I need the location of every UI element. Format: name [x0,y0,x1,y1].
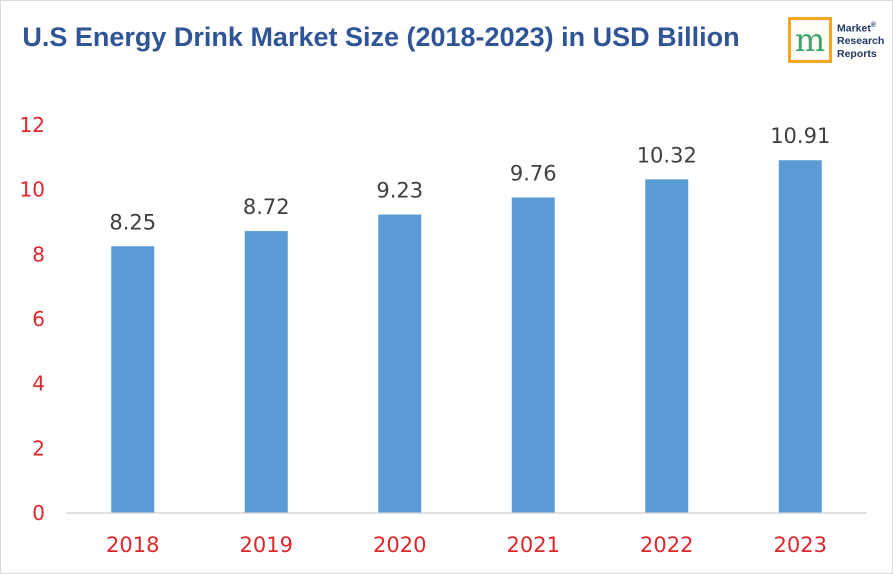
x-tick-label-2019: 2019 [240,533,293,557]
data-label-2021: 9.76 [510,161,557,185]
logo-line-3: Reports [837,47,877,60]
x-tick-label-2023: 2023 [774,533,827,557]
logo-letter: m [794,21,826,59]
data-label-2022: 10.32 [637,143,697,167]
y-tick-label: 10 [20,178,45,202]
data-label-2019: 8.72 [243,195,290,219]
y-tick-label: 2 [32,436,45,460]
bar-2021 [511,197,555,513]
bar-2019 [244,231,288,513]
logo-line-1: Market® [837,22,877,35]
bar-2018 [111,246,155,513]
y-tick-label: 6 [32,307,45,331]
y-tick-label: 8 [32,242,45,266]
data-label-2023: 10.91 [770,124,830,148]
y-tick-label: 12 [20,113,45,137]
bar-2023 [778,160,822,513]
bar-2020 [378,214,422,513]
y-tick-label: 0 [32,501,45,525]
bar-2022 [645,179,689,513]
x-tick-label-2020: 2020 [373,533,426,557]
data-label-2020: 9.23 [376,179,423,203]
logo-line-2: Research [837,35,885,47]
data-label-2018: 8.25 [109,210,156,234]
chart-title: U.S Energy Drink Market Size (2018-2023)… [22,22,740,52]
market-research-reports-logo: m Market® Research Reports [788,17,888,67]
x-tick-label-2021: 2021 [507,533,560,557]
x-tick-label-2022: 2022 [640,533,693,557]
logo-mark-icon: m [788,17,832,63]
x-tick-label-2018: 2018 [106,533,159,557]
y-tick-label: 4 [32,372,45,396]
logo-wordmark: Market® Research Reports [837,20,891,60]
